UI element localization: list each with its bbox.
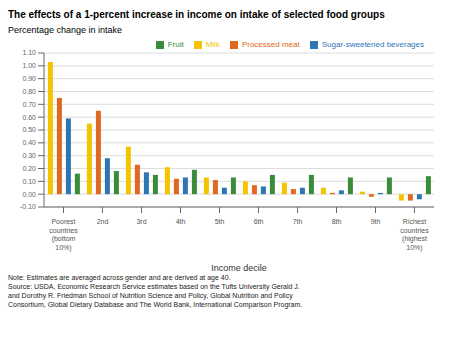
html-text:Fruit: Fruit [167, 40, 184, 49]
svg-text:9th: 9th [371, 218, 381, 225]
html-text:Percentage change in intake: Percentage change in intake [8, 25, 123, 35]
svg-text:Poorestcountries(bottom10%): Poorestcountries(bottom10%) [49, 218, 78, 252]
svg-text:-0.10: -0.10 [20, 203, 36, 210]
svg-text:4th: 4th [176, 218, 186, 225]
svg-text:0.40: 0.40 [22, 139, 36, 146]
html-text:Sugar-sweetened beverages: Sugar-sweetened beverages [321, 40, 424, 49]
svg-text:0.90: 0.90 [22, 75, 36, 82]
html-text:The effects of a 1-percent inc: The effects of a 1-percent increase in i… [8, 9, 385, 20]
svg-text:0.80: 0.80 [22, 88, 36, 95]
svg-text:1.00: 1.00 [22, 62, 36, 69]
svg-text:0.00: 0.00 [22, 191, 36, 198]
svg-text:Richestcountries(highest10%): Richestcountries(highest10%) [400, 218, 429, 252]
svg-text:5th: 5th [215, 218, 225, 225]
svg-text:7th: 7th [293, 218, 303, 225]
svg-text:3rd: 3rd [136, 218, 146, 225]
svg-text:0.30: 0.30 [22, 152, 36, 159]
svg-text:0.50: 0.50 [22, 126, 36, 133]
svg-text:0.10: 0.10 [22, 178, 36, 185]
svg-text:2nd: 2nd [97, 218, 109, 225]
svg-text:1.10: 1.10 [22, 49, 36, 56]
svg-text:6th: 6th [254, 218, 264, 225]
svg-text:0.20: 0.20 [22, 165, 36, 172]
svg-text:8th: 8th [332, 218, 342, 225]
svg-text:0.60: 0.60 [22, 114, 36, 121]
html-text:Milk: Milk [205, 40, 220, 49]
html-text:Processed meat: Processed meat [241, 40, 300, 49]
svg-text:Income decile: Income decile [211, 263, 267, 271]
html-text:Note: Estimates are averaged a: Note: Estimates are averaged across gend… [8, 274, 303, 308]
svg-text:0.70: 0.70 [22, 101, 36, 108]
